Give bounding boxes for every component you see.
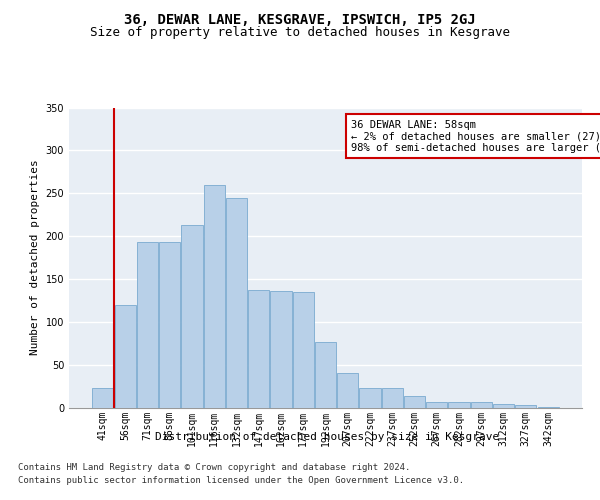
Bar bbox=[137, 242, 158, 408]
Y-axis label: Number of detached properties: Number of detached properties bbox=[30, 160, 40, 356]
Text: Contains HM Land Registry data © Crown copyright and database right 2024.: Contains HM Land Registry data © Crown c… bbox=[18, 462, 410, 471]
Bar bbox=[493, 404, 514, 407]
Bar bbox=[471, 402, 492, 407]
Bar bbox=[426, 402, 448, 407]
Bar bbox=[248, 290, 269, 408]
Text: Contains public sector information licensed under the Open Government Licence v3: Contains public sector information licen… bbox=[18, 476, 464, 485]
Bar bbox=[382, 388, 403, 407]
Bar bbox=[515, 405, 536, 407]
Bar bbox=[115, 304, 136, 408]
Text: 36 DEWAR LANE: 58sqm
← 2% of detached houses are smaller (27)
98% of semi-detach: 36 DEWAR LANE: 58sqm ← 2% of detached ho… bbox=[351, 120, 600, 152]
Bar bbox=[448, 402, 470, 407]
Text: Distribution of detached houses by size in Kesgrave: Distribution of detached houses by size … bbox=[155, 432, 499, 442]
Bar bbox=[159, 242, 180, 408]
Bar bbox=[203, 184, 225, 408]
Bar bbox=[181, 225, 203, 408]
Bar bbox=[293, 292, 314, 408]
Bar bbox=[271, 291, 292, 408]
Bar bbox=[315, 342, 336, 407]
Text: 36, DEWAR LANE, KESGRAVE, IPSWICH, IP5 2GJ: 36, DEWAR LANE, KESGRAVE, IPSWICH, IP5 2… bbox=[124, 12, 476, 26]
Text: Size of property relative to detached houses in Kesgrave: Size of property relative to detached ho… bbox=[90, 26, 510, 39]
Bar bbox=[226, 198, 247, 408]
Bar bbox=[92, 388, 113, 407]
Bar bbox=[359, 388, 380, 407]
Bar bbox=[337, 373, 358, 408]
Bar bbox=[404, 396, 425, 407]
Bar bbox=[538, 406, 559, 408]
